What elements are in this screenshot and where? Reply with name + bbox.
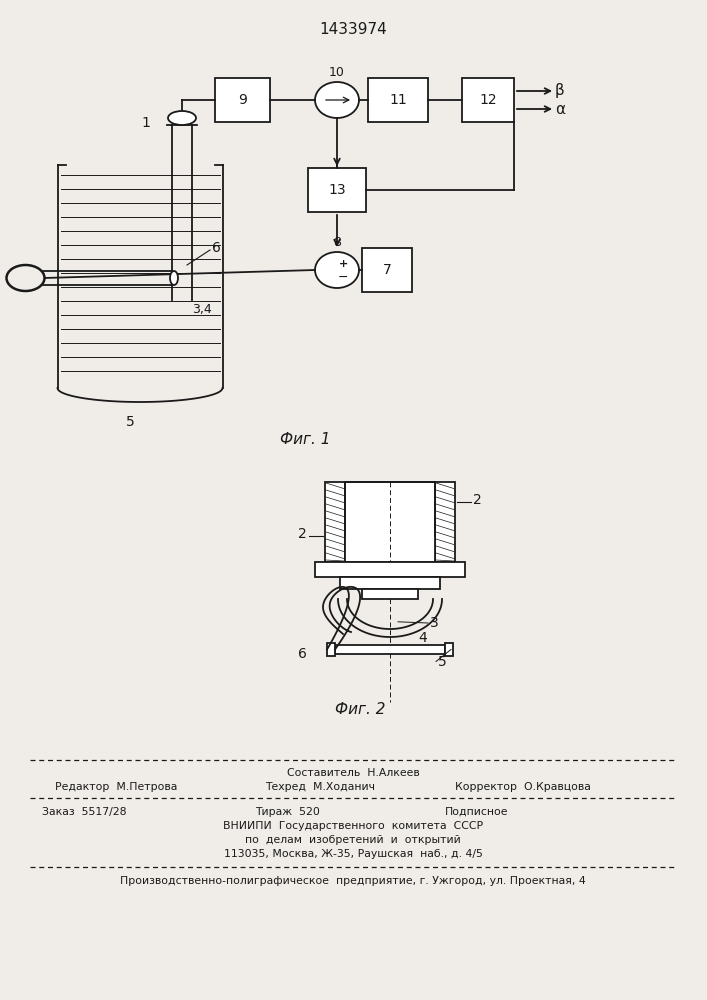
- Ellipse shape: [170, 271, 178, 285]
- Bar: [362, 248, 412, 292]
- Bar: [345, 482, 435, 562]
- Text: 5: 5: [126, 415, 134, 429]
- Bar: [368, 78, 428, 122]
- Text: +: +: [339, 259, 348, 269]
- Bar: [315, 562, 465, 577]
- Text: по  делам  изобретений  и  открытий: по делам изобретений и открытий: [245, 835, 461, 845]
- Text: Корректор  О.Кравцова: Корректор О.Кравцова: [455, 782, 591, 792]
- Text: Техред  М.Ходанич: Техред М.Ходанич: [265, 782, 375, 792]
- Text: 13: 13: [328, 183, 346, 197]
- Text: Тираж  520: Тираж 520: [255, 807, 320, 817]
- Text: 3: 3: [430, 616, 439, 630]
- Ellipse shape: [315, 252, 359, 288]
- Text: 113035, Москва, Ж-35, Раушская  наб., д. 4/5: 113035, Москва, Ж-35, Раушская наб., д. …: [223, 849, 482, 859]
- Text: Производственно-полиграфическое  предприятие, г. Ужгород, ул. Проектная, 4: Производственно-полиграфическое предприя…: [120, 876, 586, 886]
- Text: 8: 8: [333, 236, 341, 249]
- Text: 3,4: 3,4: [192, 304, 212, 316]
- Bar: [345, 537, 435, 562]
- Bar: [435, 482, 455, 562]
- Text: 2: 2: [298, 527, 307, 541]
- Text: 10: 10: [329, 66, 345, 79]
- Bar: [327, 643, 335, 656]
- Text: α: α: [555, 102, 565, 116]
- Bar: [345, 482, 435, 562]
- Bar: [362, 589, 418, 599]
- Bar: [445, 643, 453, 656]
- Ellipse shape: [168, 111, 196, 125]
- Bar: [365, 482, 415, 537]
- Text: Подписное: Подписное: [445, 807, 508, 817]
- Text: 6: 6: [298, 648, 307, 662]
- Bar: [308, 168, 366, 212]
- Text: Фиг. 1: Фиг. 1: [280, 432, 330, 448]
- Bar: [325, 482, 345, 562]
- Bar: [335, 645, 445, 654]
- Text: Редактор  М.Петрова: Редактор М.Петрова: [55, 782, 177, 792]
- Text: −: −: [338, 270, 349, 284]
- Text: Составитель  Н.Алкеев: Составитель Н.Алкеев: [286, 768, 419, 778]
- Text: 6: 6: [212, 241, 221, 255]
- Bar: [215, 78, 270, 122]
- Text: 4: 4: [418, 631, 427, 645]
- Ellipse shape: [315, 82, 359, 118]
- Text: Заказ  5517/28: Заказ 5517/28: [42, 807, 127, 817]
- Ellipse shape: [6, 265, 45, 291]
- Text: 2: 2: [473, 493, 481, 507]
- Text: 11: 11: [389, 93, 407, 107]
- Text: β: β: [555, 84, 565, 99]
- Bar: [462, 78, 514, 122]
- Text: ВНИИПИ  Государственного  комитета  СССР: ВНИИПИ Государственного комитета СССР: [223, 821, 483, 831]
- Text: 5: 5: [438, 654, 447, 668]
- Text: 1433974: 1433974: [319, 22, 387, 37]
- Text: 9: 9: [238, 93, 247, 107]
- Text: 1: 1: [141, 116, 150, 130]
- Text: Фиг. 2: Фиг. 2: [334, 702, 385, 718]
- Text: 12: 12: [479, 93, 497, 107]
- Text: 7: 7: [382, 263, 392, 277]
- Bar: [340, 577, 440, 589]
